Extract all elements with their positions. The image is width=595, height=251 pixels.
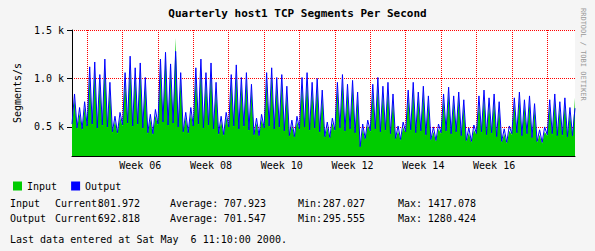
svg-text:Week 14: Week 14 (402, 160, 444, 171)
svg-text:Week 16: Week 16 (473, 160, 515, 171)
svg-text:Average:: Average: (170, 213, 218, 224)
svg-text:Week 08: Week 08 (190, 160, 232, 171)
svg-text:Average:: Average: (170, 198, 218, 209)
svg-text:0.5 k: 0.5 k (34, 121, 64, 132)
svg-text:Quarterly host1 TCP Segments P: Quarterly host1 TCP Segments Per Second (168, 7, 426, 20)
svg-text:Week 06: Week 06 (119, 160, 161, 171)
svg-text:Output: Output (85, 181, 121, 192)
svg-text:801.972: 801.972 (98, 198, 140, 209)
svg-text:Min:: Min: (298, 213, 322, 224)
svg-text:295.555: 295.555 (323, 213, 365, 224)
svg-text:Current:: Current: (55, 213, 103, 224)
svg-text:1.5 k: 1.5 k (34, 25, 64, 36)
svg-text:Current:: Current: (55, 198, 103, 209)
svg-text:Week 10: Week 10 (261, 160, 303, 171)
svg-text:1.0 k: 1.0 k (34, 73, 64, 84)
svg-text:701.547: 701.547 (224, 213, 266, 224)
svg-text:Max:: Max: (398, 198, 422, 209)
svg-text:Max:: Max: (398, 213, 422, 224)
svg-text:1417.078: 1417.078 (428, 198, 476, 209)
svg-text:Min:: Min: (298, 198, 322, 209)
svg-text:Week 12: Week 12 (331, 160, 373, 171)
svg-text:Segments/s: Segments/s (12, 63, 23, 123)
svg-text:692.818: 692.818 (98, 213, 140, 224)
svg-text:Output: Output (10, 213, 46, 224)
svg-text:Input: Input (27, 181, 57, 192)
svg-text:RRDTOOL / TOBI OETIKER: RRDTOOL / TOBI OETIKER (579, 8, 587, 102)
svg-text:707.923: 707.923 (224, 198, 266, 209)
svg-text:1280.424: 1280.424 (428, 213, 476, 224)
svg-text:Last data entered at Sat May: Last data entered at Sat May 6 11:10:00 … (10, 234, 287, 245)
svg-text:287.027: 287.027 (323, 198, 365, 209)
svg-text:Input: Input (10, 198, 40, 209)
